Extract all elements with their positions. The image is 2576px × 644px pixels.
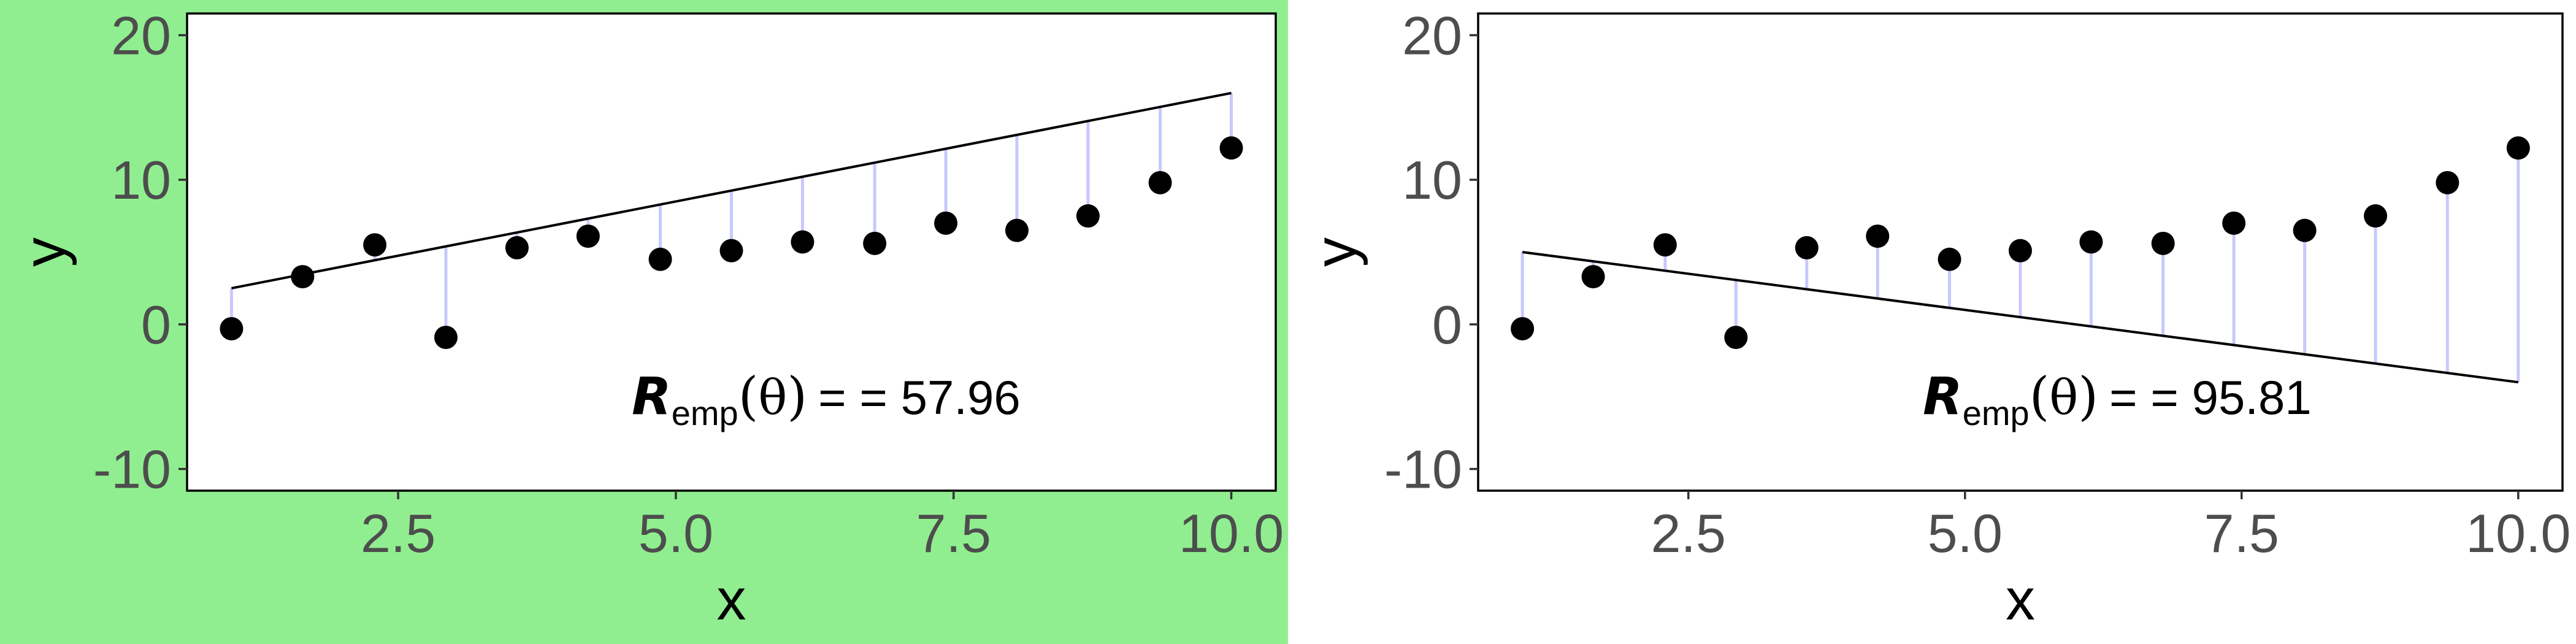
y-axis-title: y	[12, 237, 77, 267]
fit-line	[231, 91, 1232, 289]
data-point	[791, 230, 815, 254]
x-tick-label: 5.0	[1928, 503, 2003, 564]
data-point	[2293, 218, 2317, 242]
y-tick-label: -10	[93, 439, 171, 500]
y-tick-label: -10	[1384, 439, 1462, 500]
x-tick-label: 10.0	[1179, 503, 1284, 564]
data-point	[1795, 236, 1819, 259]
data-point	[2222, 211, 2246, 235]
data-point	[1724, 326, 1748, 350]
data-point	[1653, 233, 1677, 257]
risk-annotation: Remp(θ) = = 95.81	[1923, 366, 2312, 432]
y-tick-label: 10	[1402, 150, 1462, 210]
risk-symbol: R	[1923, 366, 1963, 426]
data-point	[363, 233, 387, 257]
risk-subscript: emp	[672, 394, 738, 432]
data-point	[1581, 265, 1605, 289]
x-tick-label: 7.5	[2204, 503, 2279, 564]
data-point	[934, 211, 958, 235]
data-point	[2506, 136, 2530, 160]
risk-subscript: emp	[1963, 394, 2030, 432]
data-point	[2364, 204, 2388, 228]
data-point	[2079, 230, 2103, 254]
risk-value: = = 95.81	[2109, 370, 2312, 424]
x-axis-title: x	[717, 567, 746, 632]
y-tick-label: 20	[111, 5, 171, 66]
x-tick-label: 2.5	[1651, 503, 1726, 564]
data-point	[1511, 316, 1535, 340]
y-tick-label: 20	[1402, 5, 1462, 66]
risk-argument: θ	[2049, 370, 2078, 426]
risk-symbol: R	[632, 366, 672, 426]
x-axis-title: x	[2006, 567, 2035, 632]
x-tick-label: 2.5	[361, 503, 435, 564]
x-tick-label: 10.0	[2466, 503, 2570, 564]
chart-panel-2: -10 0 10 20 2.5 5.0 7.5 10.0 x y Remp(θ) = = 95.81	[1288, 0, 2576, 644]
y-tick-label: 0	[141, 294, 171, 355]
data-point	[1148, 171, 1172, 194]
data-point	[1938, 247, 1961, 271]
data-point	[576, 224, 600, 248]
y-axis-title: y	[1303, 237, 1368, 267]
data-point	[220, 316, 243, 340]
data-point	[719, 239, 743, 263]
data-point	[1076, 204, 1100, 228]
data-point	[1005, 218, 1029, 242]
data-point	[1219, 136, 1243, 160]
data-point	[434, 326, 458, 350]
data-point	[863, 231, 887, 255]
y-tick-label: 10	[111, 150, 171, 210]
x-tick-label: 7.5	[916, 503, 991, 564]
data-point	[2009, 239, 2032, 263]
risk-annotation: Remp(θ) = = 57.96	[632, 366, 1021, 432]
fit-line	[1522, 251, 2519, 384]
risk-argument: θ	[758, 370, 787, 426]
chart-panel-1: -10 0 10 20 2.5 5.0 7.5 10.0 x y Remp(θ) = = 57.96	[0, 0, 1288, 644]
x-tick-label: 5.0	[638, 503, 713, 564]
risk-value: = = 57.96	[818, 370, 1021, 424]
y-tick-label: 0	[1432, 294, 1462, 355]
data-point	[2151, 231, 2175, 255]
data-point	[505, 236, 529, 259]
data-point	[648, 247, 672, 271]
data-point	[1866, 224, 1890, 248]
data-point	[2436, 171, 2459, 194]
data-point	[291, 265, 315, 289]
